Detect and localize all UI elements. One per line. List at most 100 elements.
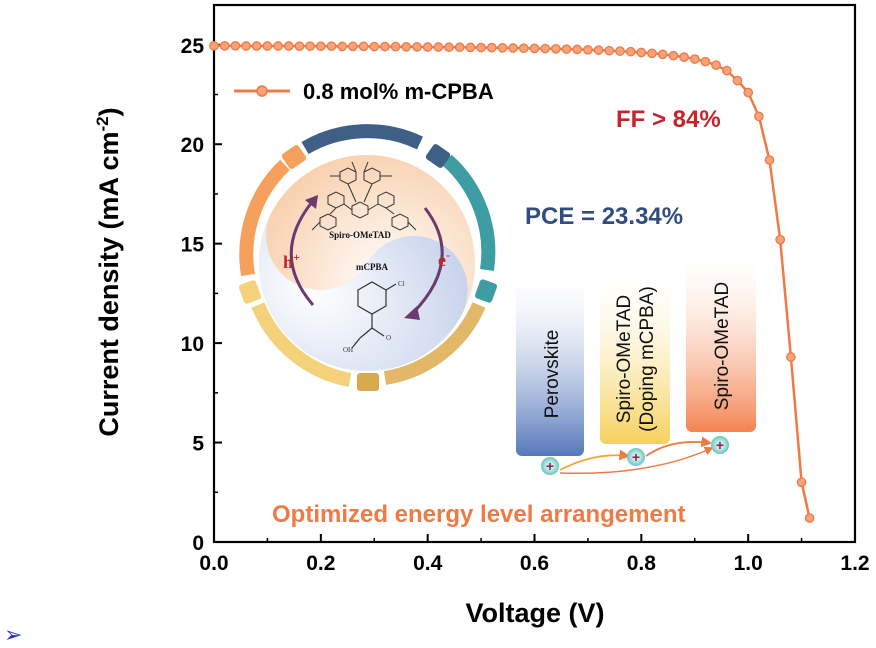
y-tick-label: 20 (181, 134, 204, 157)
atom-cl: Cl (398, 280, 405, 288)
data-point (721, 65, 732, 76)
data-point (754, 111, 764, 122)
data-point (294, 41, 305, 52)
hole-carrier-2-circle (627, 448, 645, 466)
x-tick-label: 1.0 (734, 552, 763, 575)
ring-segment-right (442, 154, 496, 272)
ring-block-4 (357, 373, 379, 391)
energy-annotation: Optimized energy level arrangement (272, 501, 685, 528)
data-point (251, 41, 262, 51)
ring-segment-bottom-left (251, 302, 352, 387)
data-point (804, 513, 815, 523)
level-spiro (686, 260, 756, 432)
corner-arrow-icon: ➢ (4, 623, 22, 648)
jv-curve-series (209, 40, 815, 523)
data-point (230, 40, 241, 51)
hole-arrow (289, 201, 315, 306)
ff-annotation: FF > 84% (616, 106, 721, 133)
data-point (315, 41, 326, 52)
data-point (540, 43, 551, 54)
data-point (743, 87, 754, 98)
pce-annotation: PCE = 23.34% (525, 203, 683, 230)
ring-segment-bottom-right (383, 302, 486, 385)
data-point (273, 41, 283, 51)
transfer-arrow-3 (559, 446, 714, 475)
level-spiro-doped-label-2: (Doping mCPBA) (637, 286, 658, 432)
ring-block-2 (425, 144, 451, 168)
data-point (668, 50, 679, 61)
mechanism-inset: Spiro-OMeTAD mCPBA Cl O OH h+ e- (238, 124, 498, 391)
data-point (551, 43, 561, 54)
electron-sup: - (446, 248, 450, 262)
data-point (700, 56, 711, 67)
atom-o: O (386, 334, 391, 342)
y-tick-label: 10 (181, 333, 204, 356)
y-tick-label: 15 (181, 234, 205, 257)
data-point (380, 41, 390, 52)
x-tick-label: 0.0 (199, 552, 228, 575)
hole-carrier-1-circle (541, 457, 559, 475)
data-point (358, 41, 369, 52)
hole-label: h+ (283, 250, 300, 272)
data-point (689, 54, 700, 64)
hole-sup: + (293, 250, 300, 264)
data-point (786, 352, 796, 362)
data-point (508, 43, 518, 53)
x-tick-label: 0.2 (306, 552, 335, 575)
data-point (476, 42, 486, 53)
lobe-top (259, 209, 468, 371)
level-spiro-label: Spiro-OMeTAD (712, 282, 733, 410)
legend-label: 0.8 mol% m-CPBA (303, 79, 494, 104)
hole-carrier-3-sign: + (716, 437, 724, 453)
data-point (796, 477, 807, 488)
data-point (679, 52, 689, 62)
data-point (444, 42, 454, 53)
transfer-arrow-1 (559, 449, 631, 471)
data-point (305, 41, 315, 52)
hole-letter: h (283, 252, 293, 272)
axis-tick-labels: 0.0 0.2 0.4 0.6 0.8 1.0 1.2 0 5 10 15 20 25 (181, 35, 870, 575)
legend-marker (256, 85, 268, 97)
data-point (497, 42, 508, 53)
data-point (422, 42, 433, 52)
hole-carrier-1-sign: + (546, 458, 554, 474)
data-point (657, 49, 668, 60)
hole-arrow-head (305, 195, 318, 209)
ring-block-1 (281, 145, 307, 169)
data-point (518, 43, 529, 54)
spiro-molecule-drawing (311, 161, 417, 231)
data-point (241, 41, 251, 51)
data-point (433, 42, 444, 52)
data-point (337, 41, 348, 52)
x-tick-label: 0.4 (413, 552, 443, 575)
x-axis-title: Voltage (V) (465, 598, 604, 628)
electron-arrow-head (404, 306, 420, 320)
x-tick-label: 0.8 (627, 552, 657, 575)
data-point (454, 42, 465, 53)
spiro-label: Spiro-OMeTAD (329, 230, 391, 240)
data-point (401, 41, 412, 52)
electron-letter: e (438, 250, 446, 270)
hole-carrier-2: + (627, 448, 645, 466)
data-point (529, 43, 540, 54)
electron-arrow (410, 207, 444, 316)
level-spiro-doped-label-1: Spiro-OMeTAD (614, 295, 635, 423)
y-axis-title-end: ) (94, 107, 124, 116)
transfer-arrow-2 (645, 436, 713, 457)
x-tick-label: 1.2 (840, 552, 869, 575)
data-point (732, 75, 743, 86)
data-point (615, 46, 625, 56)
y-tick-label: 25 (181, 35, 205, 58)
data-point (209, 40, 219, 51)
ring-segment-left (239, 159, 290, 277)
data-point (369, 41, 380, 52)
ring-block-3 (474, 279, 498, 303)
data-point (572, 44, 583, 55)
electron-label: e- (438, 248, 450, 270)
energy-levels: Perovskite Spiro-OMeTAD (Doping mCPBA) S… (516, 260, 756, 475)
y-axis-title: Current density (mA cm-2) (93, 107, 124, 436)
data-point (561, 44, 572, 55)
hole-carrier-2-sign: + (632, 449, 640, 465)
data-point (283, 41, 294, 51)
data-point (390, 41, 401, 52)
